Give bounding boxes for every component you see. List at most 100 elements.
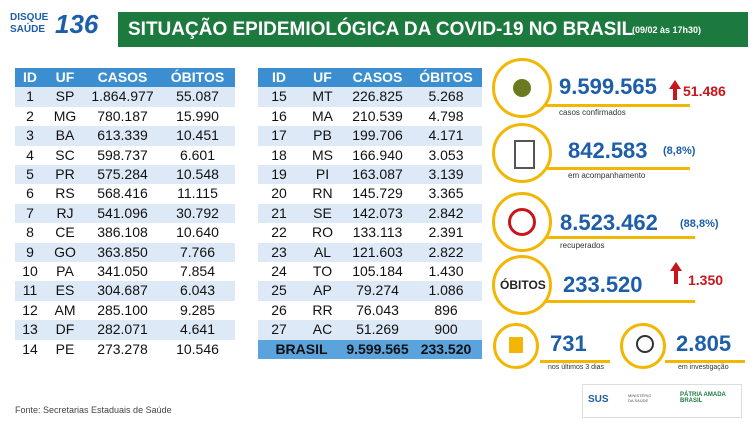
deaths-delta: 1.350 — [688, 272, 724, 288]
table-row — [15, 223, 235, 243]
table-cell: SC — [55, 146, 75, 163]
table-cell: 79.274 — [356, 282, 399, 299]
table-cell: 26 — [271, 301, 287, 318]
up-arrow — [670, 262, 682, 271]
table-cell: 780.187 — [97, 107, 148, 124]
table-cell: 285.100 — [97, 301, 148, 318]
table-cell: MS — [312, 146, 333, 163]
table-cell: 22 — [271, 224, 287, 241]
table-row — [258, 87, 482, 107]
column-header: CASOS — [97, 69, 148, 85]
table-cell: 900 — [434, 321, 458, 338]
table-row — [258, 281, 482, 301]
table-row — [258, 184, 482, 204]
table-cell: MT — [312, 88, 333, 105]
table-row — [258, 106, 482, 127]
total-row — [258, 339, 482, 359]
table-cell: 3 — [26, 127, 34, 144]
table-cell: PA — [56, 263, 74, 279]
divider — [545, 300, 695, 303]
table-cell: RN — [312, 185, 333, 202]
table-row — [15, 165, 235, 185]
table-cell: 4.641 — [179, 321, 216, 338]
up-arrow — [673, 88, 677, 100]
column-header: CASOS — [352, 69, 403, 85]
icon-calendar — [493, 323, 539, 369]
table-cell: 10.548 — [176, 166, 219, 182]
table-cell: 5.268 — [428, 88, 464, 105]
table-cell: 23 — [271, 243, 287, 260]
table-cell: 613.339 — [97, 127, 148, 144]
table-row — [258, 242, 482, 262]
recent-value: 731 — [550, 331, 587, 356]
table-cell: AC — [312, 321, 333, 338]
table-cell: 20 — [271, 185, 287, 202]
logo-top: DISQUE — [10, 12, 49, 23]
table-row — [15, 262, 235, 282]
table-cell: 1.430 — [428, 263, 464, 279]
table-cell: AM — [54, 301, 76, 318]
table-cell: 282.071 — [97, 321, 148, 338]
table-cell: 24 — [271, 263, 287, 279]
table-cell: PE — [55, 340, 75, 357]
table-cell: TO — [312, 263, 333, 279]
table-row — [15, 300, 235, 321]
table-cell: 10.546 — [176, 340, 219, 357]
title: SITUAÇÃO EPIDEMIOLÓGICA DA COVID-19 NO B… — [128, 19, 634, 40]
table-cell: 6.601 — [179, 146, 216, 163]
table-cell: 8 — [26, 224, 34, 241]
monitoring-label: em acompanhamento — [568, 171, 646, 180]
table-cell: 16 — [271, 107, 287, 124]
table-cell: 2.391 — [428, 224, 464, 241]
table-cell: RS — [55, 185, 75, 202]
divider — [540, 360, 610, 363]
logos-box — [582, 384, 742, 418]
column-header: ID — [272, 69, 286, 85]
table-cell: AP — [313, 282, 332, 299]
table-cell: 575.284 — [97, 166, 148, 182]
recent-label: nos últimos 3 dias — [548, 364, 605, 371]
table-cell: 10.640 — [176, 224, 219, 241]
table-row — [258, 223, 482, 243]
table-row — [258, 300, 482, 321]
column-header: ÓBITOS — [419, 69, 473, 85]
table-cell: 15 — [271, 88, 287, 105]
table-cell: 304.687 — [97, 282, 148, 299]
confirmed-label: casos confirmados — [559, 108, 626, 117]
table-cell: 363.850 — [97, 243, 148, 260]
table-row — [258, 262, 482, 282]
table-cell: DF — [55, 321, 75, 338]
icon-deaths — [492, 255, 552, 315]
table-cell: 210.539 — [352, 107, 403, 124]
table-cell: PI — [315, 166, 330, 182]
table-cell: 51.269 — [356, 321, 399, 338]
monitoring-percent: (8,8%) — [663, 145, 696, 157]
table-cell: 142.073 — [352, 204, 403, 221]
logo-number: 136 — [55, 9, 99, 39]
table-cell: ES — [55, 282, 75, 299]
table-cell: RR — [312, 301, 333, 318]
table-cell: 30.792 — [176, 204, 219, 221]
table-row — [15, 145, 235, 165]
table-row — [258, 165, 482, 185]
confirmed-delta: 51.486 — [683, 83, 726, 99]
total-cell: BRASIL — [275, 340, 328, 357]
table-cell: CE — [55, 224, 75, 241]
table-row — [15, 281, 235, 301]
table-cell: 121.603 — [352, 243, 403, 260]
logo-bottom: SAÚDE — [10, 24, 46, 35]
table-cell: AL — [313, 243, 332, 260]
table-row — [15, 320, 235, 340]
table-cell: BA — [55, 127, 75, 144]
table-cell: SE — [313, 204, 332, 221]
table-cell: MA — [312, 107, 333, 124]
ministry-logo: MINISTÉRIO DA SAÚDE — [628, 393, 652, 403]
table-cell: SP — [55, 88, 75, 105]
recovered-percent: (88,8%) — [680, 218, 719, 230]
column-header: UF — [313, 69, 332, 85]
table-row — [15, 106, 235, 127]
recovered-label: recuperados — [560, 241, 605, 250]
up-arrow — [674, 270, 678, 284]
table-cell: 19 — [271, 166, 287, 182]
